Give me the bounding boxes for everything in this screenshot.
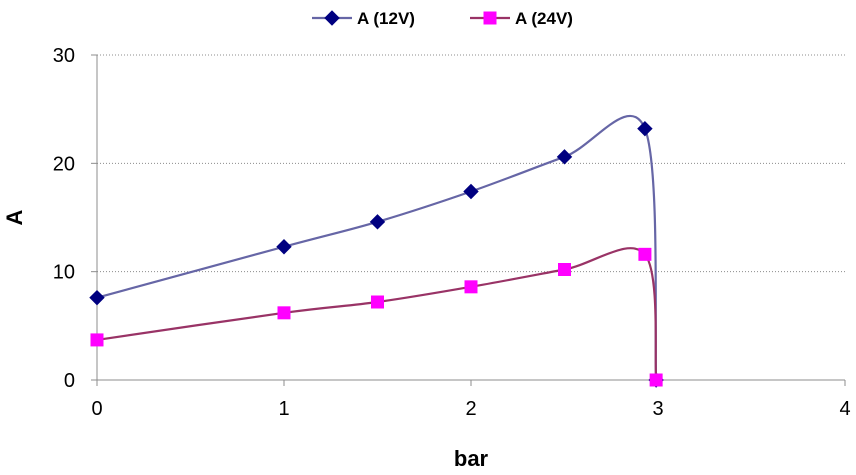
- series-1-point-1: [277, 306, 291, 320]
- series-0-point-2: [369, 214, 386, 230]
- y-tick-label-3: 30: [53, 45, 75, 67]
- x-tick-labels: 0 1 2 3 4: [91, 398, 850, 420]
- y-tick-labels: 0 10 20 30: [53, 45, 75, 392]
- series-0-point-1: [276, 239, 292, 255]
- series-1-point-2: [371, 295, 384, 309]
- legend-label-1: A (24V): [515, 9, 573, 28]
- series-0-point-0: [89, 289, 105, 306]
- series-0: [89, 114, 664, 388]
- x-tick-label-4: 4: [839, 398, 850, 420]
- legend-item-1: A (24V): [470, 9, 573, 28]
- legend-marker-0: [324, 10, 340, 26]
- grid: [97, 54, 845, 273]
- series-0-point-5: [637, 120, 653, 137]
- y-tick-label-1: 10: [53, 262, 75, 284]
- x-tick-label-1: 1: [278, 398, 289, 420]
- series-1: [90, 247, 663, 387]
- legend-marker-1: [483, 11, 497, 25]
- series-1-point-6: [649, 373, 663, 387]
- series-1-point-0: [90, 333, 104, 347]
- axes: [91, 54, 846, 386]
- x-tick-label-2: 2: [465, 398, 476, 420]
- y-tick-label-2: 20: [53, 153, 75, 175]
- series-1-point-4: [558, 263, 571, 276]
- x-axis-title: bar: [454, 446, 489, 471]
- series-0-point-4: [556, 149, 573, 165]
- y-axis-title: A: [2, 209, 27, 225]
- series-layer: [89, 114, 664, 388]
- legend-label-0: A (12V): [357, 9, 415, 28]
- series-1-point-3: [464, 280, 478, 294]
- series-0-point-3: [463, 183, 479, 200]
- legend: A (12V) A (24V): [312, 9, 573, 28]
- legend-item-0: A (12V): [312, 9, 415, 28]
- series-1-line: [96, 247, 658, 381]
- x-tick-label-3: 3: [652, 398, 663, 420]
- y-tick-label-0: 0: [64, 370, 75, 392]
- x-tick-label-0: 0: [91, 398, 102, 420]
- series-0-line: [96, 114, 658, 381]
- series-1-point-5: [638, 247, 652, 261]
